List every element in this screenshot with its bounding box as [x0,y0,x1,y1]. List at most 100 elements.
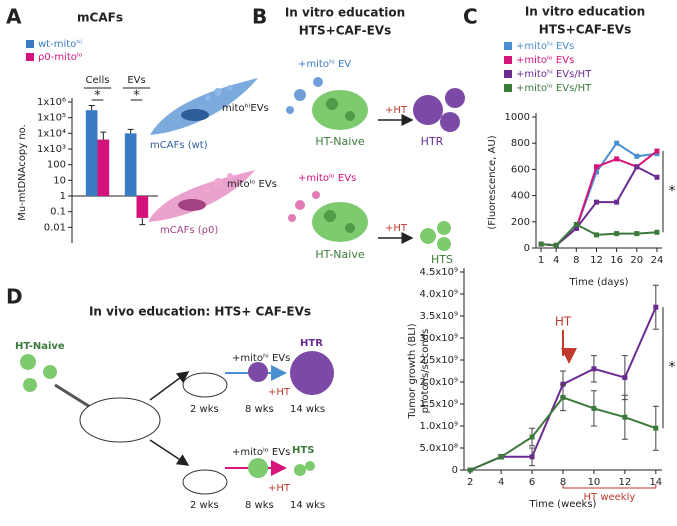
category-label: Cells [86,75,110,86]
y-tick-label: 1 [60,191,66,202]
y-tick-label: 200 [511,217,530,228]
annotation: HT [555,315,572,329]
point [653,304,659,310]
y-tick-label: 0.01 [44,222,66,233]
x-tick-label: 20 [630,255,643,266]
x-tick-label: 16 [610,255,623,266]
bar [124,133,137,196]
y-axis-title: (Fluorescence, AU) [487,135,498,229]
chart-title: In vitro education [525,5,645,19]
error-bar [127,128,134,134]
diagram-label: +HT [268,387,291,398]
y-tick-label: 2.5x10⁹ [419,355,458,366]
diagram-label: HTR [300,338,323,349]
point [538,241,544,247]
point [573,225,579,231]
diagram-label: +mitoʰⁱ EVs [232,353,290,364]
legend-swatch [504,56,512,64]
point [593,232,599,238]
y-tick-label: 3.5x10⁹ [419,311,458,322]
error-bar [88,104,95,111]
x-tick-label: 24 [651,255,664,266]
y-tick-label: 1x10⁴ [37,128,66,139]
x-tick-label: 6 [529,477,535,488]
point [654,148,660,154]
diagram-label: mitoˡᵒ EVs [227,179,277,190]
point [614,140,620,146]
y-tick-label: 800 [511,138,530,149]
y-tick-label: 3.0x10⁹ [419,333,458,344]
point [593,164,599,170]
x-axis-title: Time (weeks) [529,499,597,510]
point [553,242,559,248]
bar [136,196,149,218]
point [654,151,660,157]
diagram-title: HTS+CAF-EVs [299,24,391,38]
diagram-title: In vivo education: HTS+ CAF-EVs [89,305,311,319]
cell-diagram [286,77,465,251]
point [591,405,597,411]
y-tick-label: 4.5x10⁹ [419,267,458,278]
point [498,454,504,460]
annotation: HT weekly [584,492,636,503]
y-tick-label: 0.1 [50,207,66,218]
y-tick-label: 1x10³ [37,144,66,155]
point [573,221,579,227]
category-label: EVs [127,75,145,86]
diagram-label: HTS [431,253,453,266]
legend-swatch [26,53,34,61]
point [654,174,660,180]
bracket [562,484,657,489]
x-tick-label: 10 [588,477,601,488]
point [634,231,640,237]
diagram-label: mCAFs (wt) [150,140,208,151]
significance: * [669,184,676,200]
diagram-label: +mitoˡᵒ EVs [232,447,290,458]
point [529,434,535,440]
y-tick-label: 1000 [505,112,530,123]
legend-swatch [504,84,512,92]
legend-label: +mitoˡᵒ EVs [516,55,574,66]
y-tick-label: 0 [524,243,530,254]
legend-label: +mitoʰⁱ EVs/HT [516,69,592,80]
x-tick-label: 2 [467,477,473,488]
legend-label: +mitoˡᵒ EVs/HT [516,83,592,94]
x-axis-title: Time (days) [568,277,628,288]
point [467,467,473,473]
panel-label: B [252,5,267,29]
point [634,164,640,170]
point [622,414,628,420]
y-tick-label: 100 [47,160,66,171]
diagram-label: 8 wks [245,404,274,415]
y-tick-label: 600 [511,164,530,175]
point [614,156,620,162]
x-tick-label: 1 [538,255,544,266]
point [560,394,566,400]
diagram-label: HT-Naive [315,248,364,261]
legend-swatch [504,70,512,78]
cell-diagram [148,78,258,222]
x-tick-label: 8 [573,255,579,266]
legend-swatch [26,40,34,48]
significance: * [133,89,140,104]
diagram-label: 14 wks [290,500,325,511]
legend-label: +mitoʰⁱ EVs [516,41,574,52]
diagram-label: mitoʰⁱEVs [222,103,269,114]
x-tick-label: 4 [553,255,559,266]
chart-title: HTS+CAF-EVs [539,23,631,37]
point [593,169,599,175]
y-tick-label: 1.5x10⁹ [419,399,458,410]
y-tick-label: 2.0x10⁹ [419,377,458,388]
legend-swatch [504,42,512,50]
significance: * [669,360,676,376]
x-tick-label: 12 [619,477,632,488]
diagram-label: HT-Naive [15,341,65,352]
y-tick-label: 1x10⁵ [37,113,66,124]
x-tick-label: 12 [590,255,603,266]
line [540,141,658,247]
y-axis-title: photons/seconds [420,329,431,414]
point [654,229,660,235]
point [593,199,599,205]
y-tick-label: 400 [511,191,530,202]
diagram-label: mCAFs (ρ0) [160,225,218,236]
